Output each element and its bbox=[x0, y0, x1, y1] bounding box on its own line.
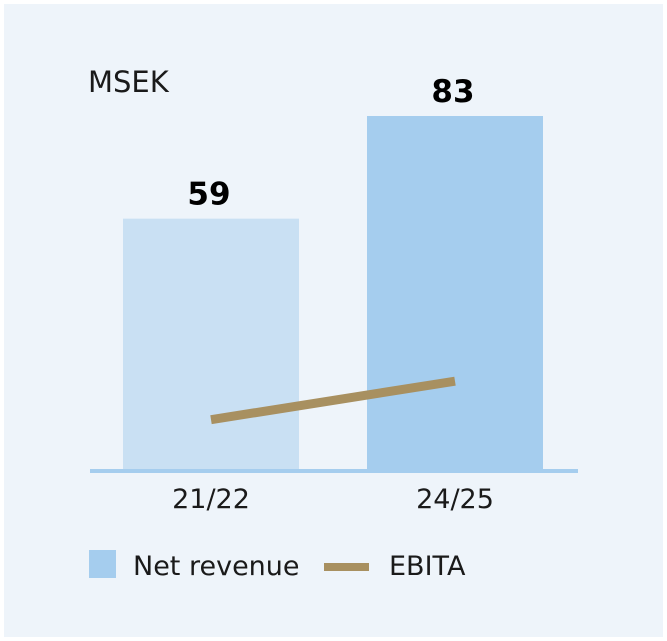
legend-swatch-ebita bbox=[324, 563, 369, 571]
line-ebita bbox=[210, 376, 456, 425]
bars-group bbox=[123, 116, 543, 471]
chart-panel bbox=[4, 4, 663, 637]
unit-label: MSEK bbox=[88, 65, 170, 99]
legend-label-ebita: EBITA bbox=[389, 551, 466, 582]
data-label-21-22: 59 bbox=[187, 177, 230, 213]
legend-label-net-revenue: Net revenue bbox=[133, 551, 300, 582]
ebita-line-group bbox=[210, 376, 456, 425]
legend: Net revenue EBITA bbox=[89, 550, 466, 582]
x-tick-label-24-25: 24/25 bbox=[416, 484, 494, 515]
legend-swatch-net-revenue bbox=[89, 550, 116, 578]
bar-net-revenue-24-25 bbox=[367, 116, 543, 471]
x-tick-labels-group: 21/22 24/25 bbox=[172, 484, 494, 515]
data-label-24-25: 83 bbox=[431, 74, 474, 110]
bar-net-revenue-21-22 bbox=[123, 218, 299, 471]
data-labels-group: 59 83 bbox=[187, 74, 474, 213]
x-tick-label-21-22: 21/22 bbox=[172, 484, 250, 515]
